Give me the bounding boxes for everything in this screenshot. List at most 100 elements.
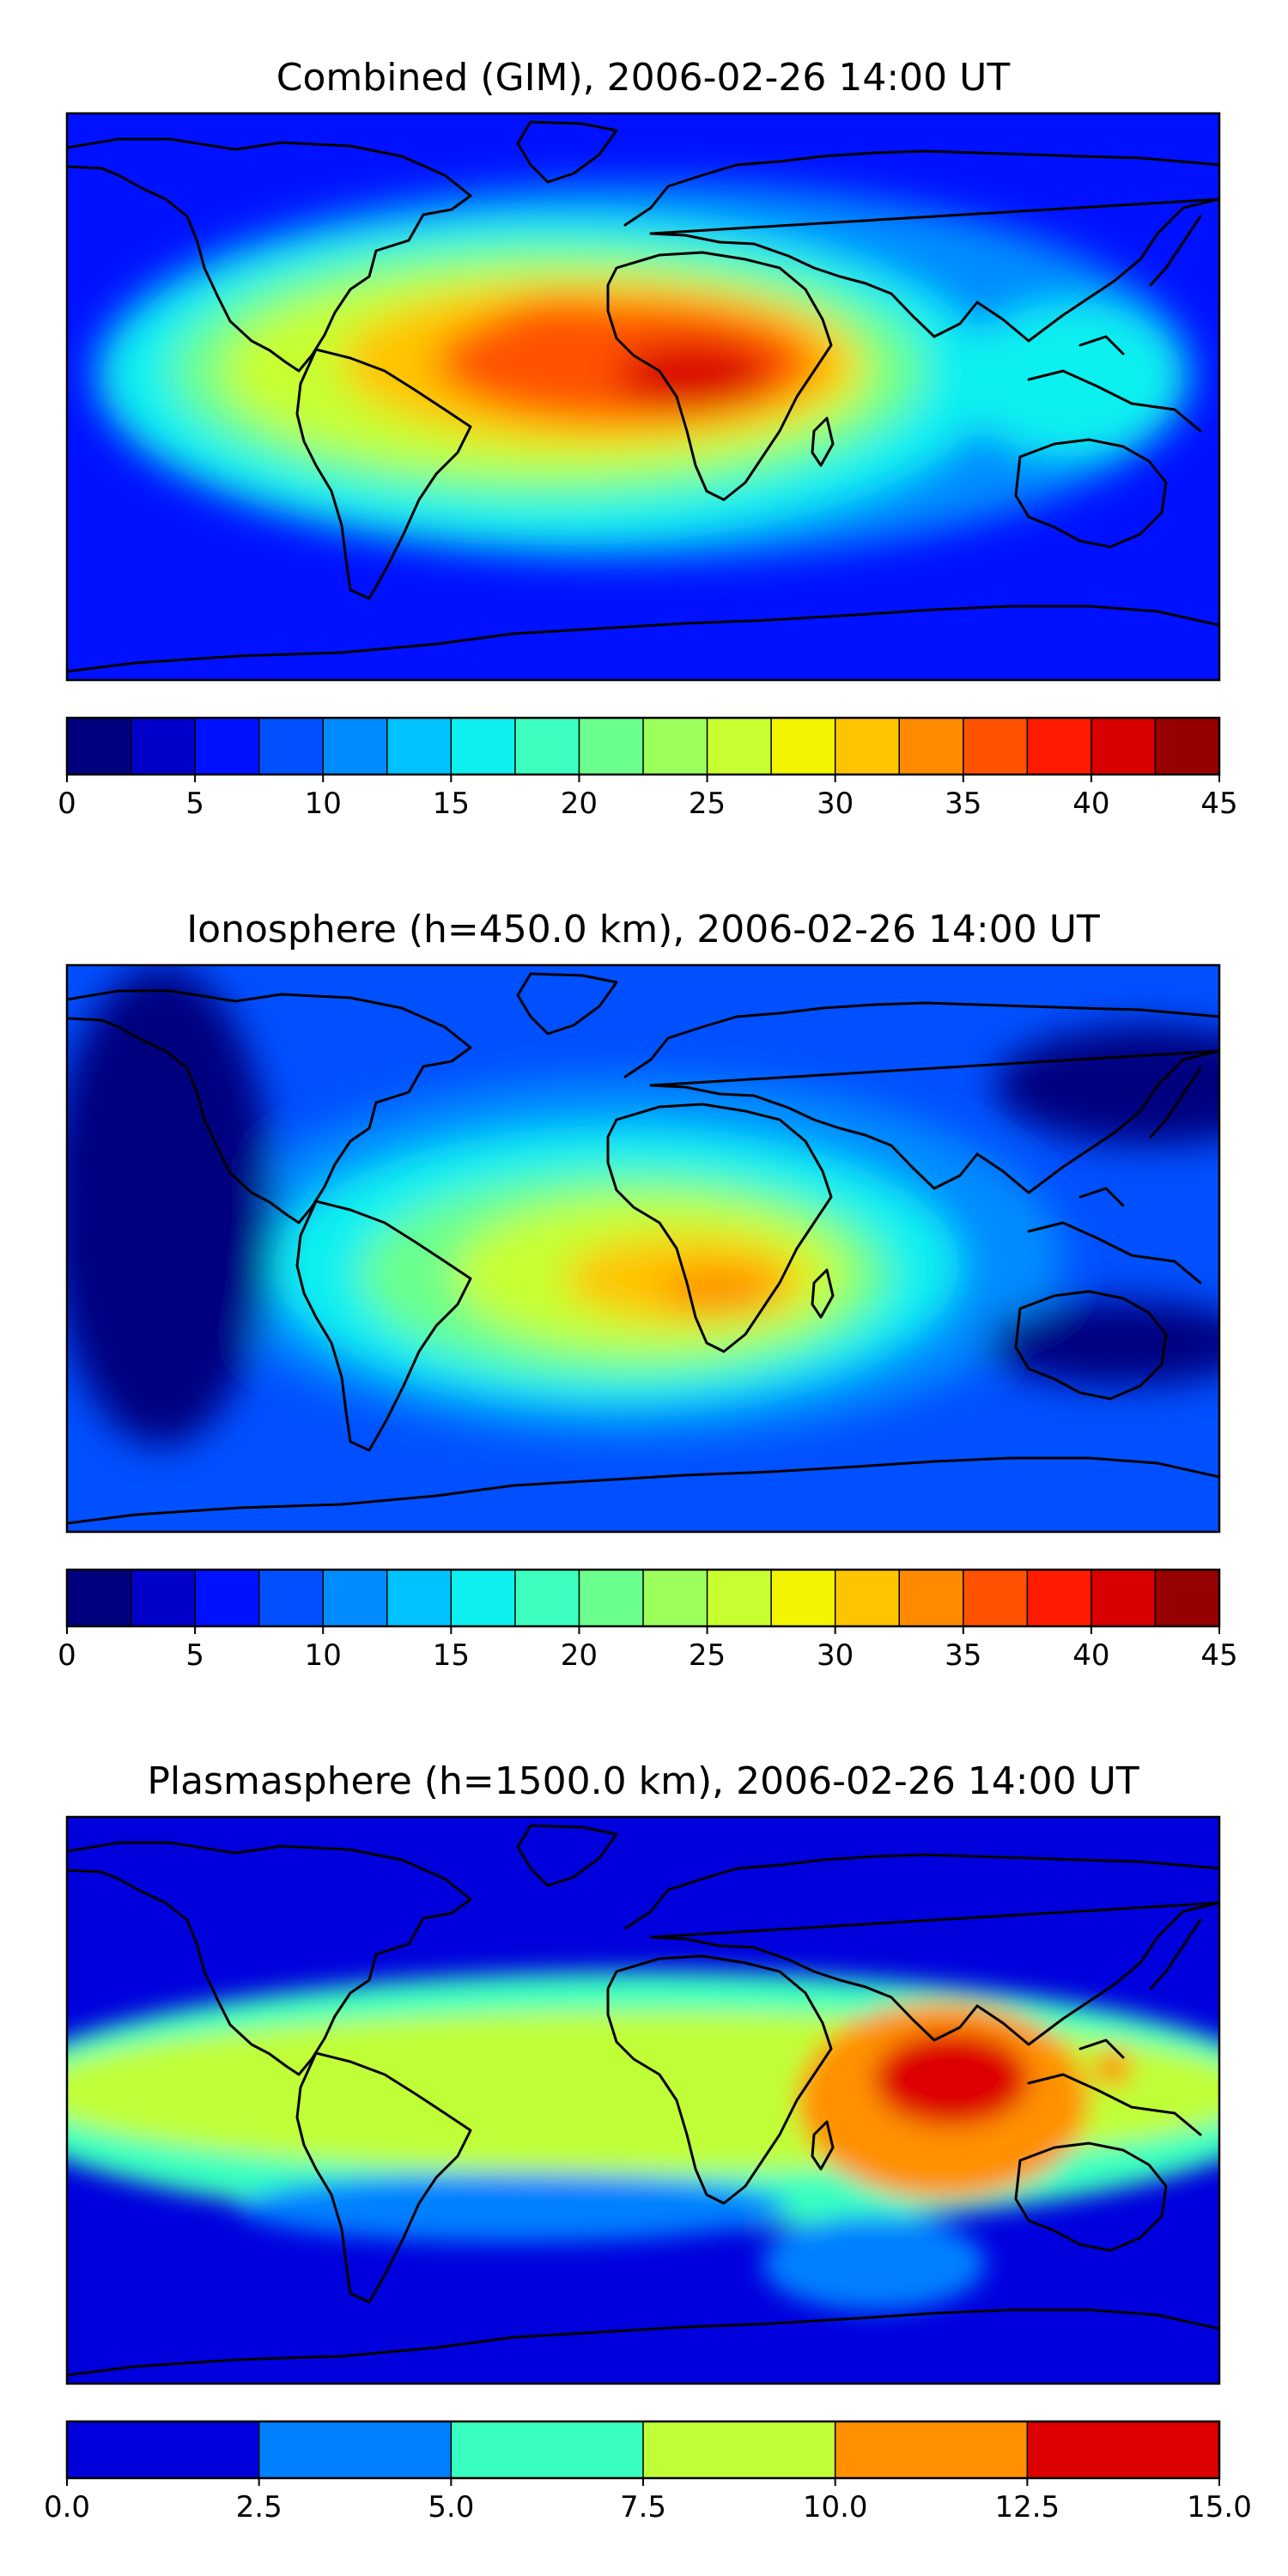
coast-south-america bbox=[295, 348, 472, 600]
colorbar-tick-label: 0.0 bbox=[44, 2490, 90, 2524]
field-layer bbox=[67, 1817, 1219, 2384]
colorbar-tick-label: 20 bbox=[561, 1638, 598, 1673]
panel-combined: Combined (GIM), 2006-02-26 14:00 UT 0 5 10… bbox=[58, 56, 1237, 821]
panel-title: Plasmasphere (h=1500.0 km), 2006-02-26 1… bbox=[147, 1759, 1139, 1803]
colorbar-bin bbox=[258, 718, 324, 775]
colorbar-tick-label: 2.5 bbox=[236, 2490, 283, 2524]
coast-madagascar bbox=[811, 416, 835, 467]
field-contour bbox=[617, 341, 771, 410]
coast-antarctica bbox=[67, 1456, 1219, 1525]
field-contours bbox=[67, 965, 1219, 1446]
colorbar-bin bbox=[258, 2421, 452, 2478]
colorbar-tick-label: 35 bbox=[945, 787, 981, 821]
colorbar-bin bbox=[1155, 718, 1220, 775]
map-field bbox=[67, 965, 1219, 1532]
colorbar-bin bbox=[835, 2421, 1028, 2478]
colorbar-frame bbox=[65, 716, 1221, 776]
coast-islands bbox=[1027, 1918, 1202, 2136]
colorbar-tick-label: 12.5 bbox=[994, 2490, 1060, 2524]
colorbar-bin bbox=[963, 718, 1028, 775]
colorbar-bin bbox=[835, 718, 900, 775]
colorbar-tick-label: 25 bbox=[689, 1638, 726, 1673]
coast-antarctica bbox=[67, 2308, 1219, 2377]
coast-australia bbox=[1014, 1290, 1168, 1400]
colorbar-bin bbox=[1155, 1570, 1220, 1626]
colorbar-bin bbox=[131, 718, 196, 775]
colorbar-bin bbox=[771, 718, 836, 775]
coast-europe-asia bbox=[623, 149, 1219, 343]
colorbar-tick-label: 0 bbox=[58, 1638, 76, 1673]
colorbar-tick-label: 10.0 bbox=[803, 2490, 868, 2524]
map-frame bbox=[65, 963, 1221, 1534]
field-contour bbox=[1094, 2049, 1132, 2087]
colorbar-bin bbox=[67, 2421, 260, 2478]
coast-greenland bbox=[516, 972, 618, 1036]
panel-ionosphere: Ionosphere (h=450.0 km), 2006-02-26 14:0… bbox=[58, 908, 1238, 1673]
coast-islands bbox=[1027, 1066, 1202, 1285]
colorbar-bin bbox=[195, 718, 260, 775]
colorbar-bin bbox=[579, 718, 644, 775]
coast-greenland bbox=[516, 120, 618, 184]
colorbar-tick-label: 30 bbox=[817, 787, 854, 821]
field-contour bbox=[488, 298, 642, 367]
colorbar-bin bbox=[1091, 1570, 1157, 1626]
map-field bbox=[67, 1817, 1219, 2384]
colorbar-ticks: 0 5 10 15 20 25 30 35 40 45 bbox=[58, 1626, 1238, 1673]
coast-islands bbox=[1027, 215, 1202, 433]
field-contour bbox=[762, 2216, 986, 2311]
colorbar-tick-label: 30 bbox=[817, 1638, 854, 1673]
coast-antarctica bbox=[67, 605, 1219, 673]
colorbar-tick-label: 10 bbox=[305, 1638, 342, 1673]
colorbar-tick-label: 5 bbox=[185, 787, 204, 821]
colorbar-bin bbox=[643, 2421, 836, 2478]
colorbar-bin bbox=[1027, 1570, 1092, 1626]
colorbar-bin bbox=[195, 1570, 260, 1626]
map-frame bbox=[65, 112, 1221, 682]
coast-europe-asia bbox=[623, 1853, 1219, 2046]
colorbar-bin bbox=[707, 1570, 772, 1626]
field-contour bbox=[239, 2173, 788, 2242]
field-layer bbox=[67, 113, 1219, 680]
coastlines bbox=[67, 120, 1219, 673]
colorbar-tick-label: 15.0 bbox=[1187, 2490, 1252, 2524]
colorbar-bin bbox=[67, 718, 132, 775]
colorbar-bin bbox=[514, 1570, 580, 1626]
panel-title: Ionosphere (h=450.0 km), 2006-02-26 14:0… bbox=[186, 908, 1100, 951]
field-contour bbox=[67, 965, 273, 1446]
field-contour bbox=[659, 1270, 780, 1313]
colorbar-bin bbox=[643, 1570, 708, 1626]
colorbar-bin bbox=[643, 718, 708, 775]
colorbar-bin bbox=[835, 1570, 900, 1626]
colorbar-tick-label: 5.0 bbox=[428, 2490, 474, 2524]
colorbar-bin bbox=[451, 2421, 644, 2478]
coast-madagascar bbox=[811, 1268, 835, 1319]
colorbar-tick-label: 15 bbox=[433, 1638, 470, 1673]
colorbar-bin bbox=[899, 1570, 964, 1626]
colorbar-bin bbox=[1091, 718, 1157, 775]
colorbar-bin bbox=[963, 1570, 1028, 1626]
colorbar-bin bbox=[451, 1570, 516, 1626]
coast-africa bbox=[606, 1954, 833, 2205]
field-contour bbox=[960, 302, 1183, 457]
colorbar-bin bbox=[707, 718, 772, 775]
coast-australia bbox=[1014, 2142, 1168, 2252]
colorbar-ticks: 0.0 2.5 5.0 7.5 10.0 12.5 15.0 bbox=[44, 2478, 1252, 2524]
coast-greenland bbox=[516, 1824, 618, 1887]
coast-australia bbox=[1014, 438, 1168, 549]
colorbar-bin bbox=[258, 1570, 324, 1626]
colorbar-tick-label: 15 bbox=[433, 787, 470, 821]
colorbar-tick-label: 7.5 bbox=[620, 2490, 666, 2524]
coast-north-america bbox=[67, 137, 472, 373]
colorbar-bin bbox=[451, 718, 516, 775]
coastlines bbox=[67, 1824, 1219, 2377]
field-layer bbox=[67, 965, 1219, 1532]
map-field bbox=[67, 113, 1219, 680]
colorbar-bin bbox=[323, 1570, 388, 1626]
colorbar-bin bbox=[131, 1570, 196, 1626]
coast-africa bbox=[606, 251, 833, 501]
colorbar-bin bbox=[386, 718, 452, 775]
colorbar-bins bbox=[67, 1570, 1220, 1626]
colorbar-bin bbox=[1027, 2421, 1220, 2478]
colorbar-tick-label: 25 bbox=[689, 787, 726, 821]
